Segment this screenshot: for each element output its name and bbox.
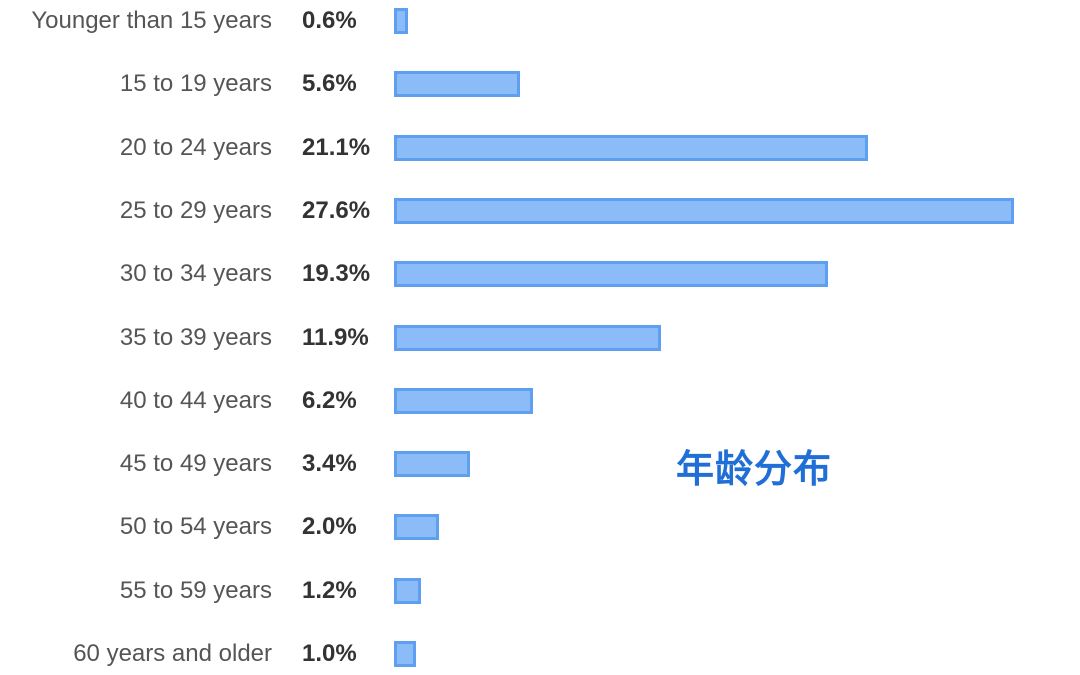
bar — [394, 641, 417, 667]
category-label: 15 to 19 years — [119, 70, 272, 98]
value-label: 11.9% — [302, 323, 369, 351]
category-label: 45 to 49 years — [119, 450, 272, 478]
category-label: Younger than 15 years — [31, 7, 272, 34]
category-label: 50 to 54 years — [119, 513, 272, 541]
value-label: 1.0% — [302, 640, 357, 667]
bar — [394, 71, 520, 98]
value-label: 19.3% — [302, 260, 371, 288]
category-label: 30 to 34 years — [119, 260, 272, 288]
value-label: 2.0% — [302, 513, 357, 541]
bar — [394, 514, 439, 541]
bar — [394, 387, 534, 414]
category-label: 25 to 29 years — [119, 196, 272, 224]
bar — [394, 197, 1014, 224]
bar — [394, 8, 408, 34]
bar — [394, 577, 421, 604]
chart-annotation: 年龄分布 — [676, 447, 833, 491]
category-label: 35 to 39 years — [119, 323, 272, 351]
bar — [394, 451, 471, 478]
value-label: 5.6% — [302, 70, 357, 98]
category-label: 40 to 44 years — [119, 386, 272, 414]
category-label: 55 to 59 years — [119, 576, 272, 604]
bar — [394, 261, 828, 288]
value-label: 27.6% — [302, 196, 371, 224]
bar — [394, 134, 868, 161]
value-label: 6.2% — [302, 386, 357, 414]
value-label: 21.1% — [302, 133, 371, 161]
value-label: 1.2% — [302, 576, 357, 604]
bar — [394, 324, 662, 351]
category-label: 20 to 24 years — [119, 133, 272, 161]
value-label: 3.4% — [302, 450, 357, 478]
category-label: 60 years and older — [73, 640, 272, 667]
value-label: 0.6% — [302, 7, 357, 34]
